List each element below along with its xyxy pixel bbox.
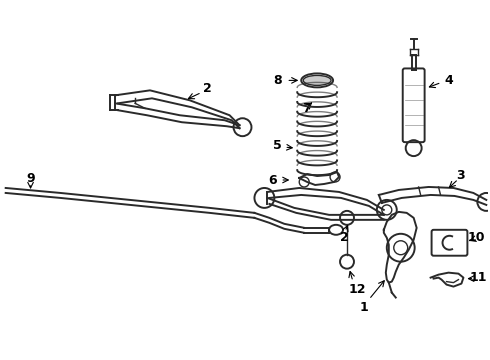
Text: 9: 9	[26, 171, 35, 185]
Text: 1: 1	[360, 301, 368, 314]
Text: 10: 10	[467, 231, 485, 244]
Text: 11: 11	[469, 271, 487, 284]
Text: 8: 8	[273, 74, 282, 87]
Text: 6: 6	[268, 174, 277, 186]
Ellipse shape	[303, 75, 331, 85]
Text: 2: 2	[203, 82, 212, 95]
Text: 5: 5	[273, 139, 282, 152]
Text: 3: 3	[456, 168, 465, 181]
Text: 2: 2	[340, 231, 348, 244]
Text: 4: 4	[444, 74, 453, 87]
Text: 12: 12	[348, 283, 366, 296]
Text: 7: 7	[302, 102, 311, 115]
